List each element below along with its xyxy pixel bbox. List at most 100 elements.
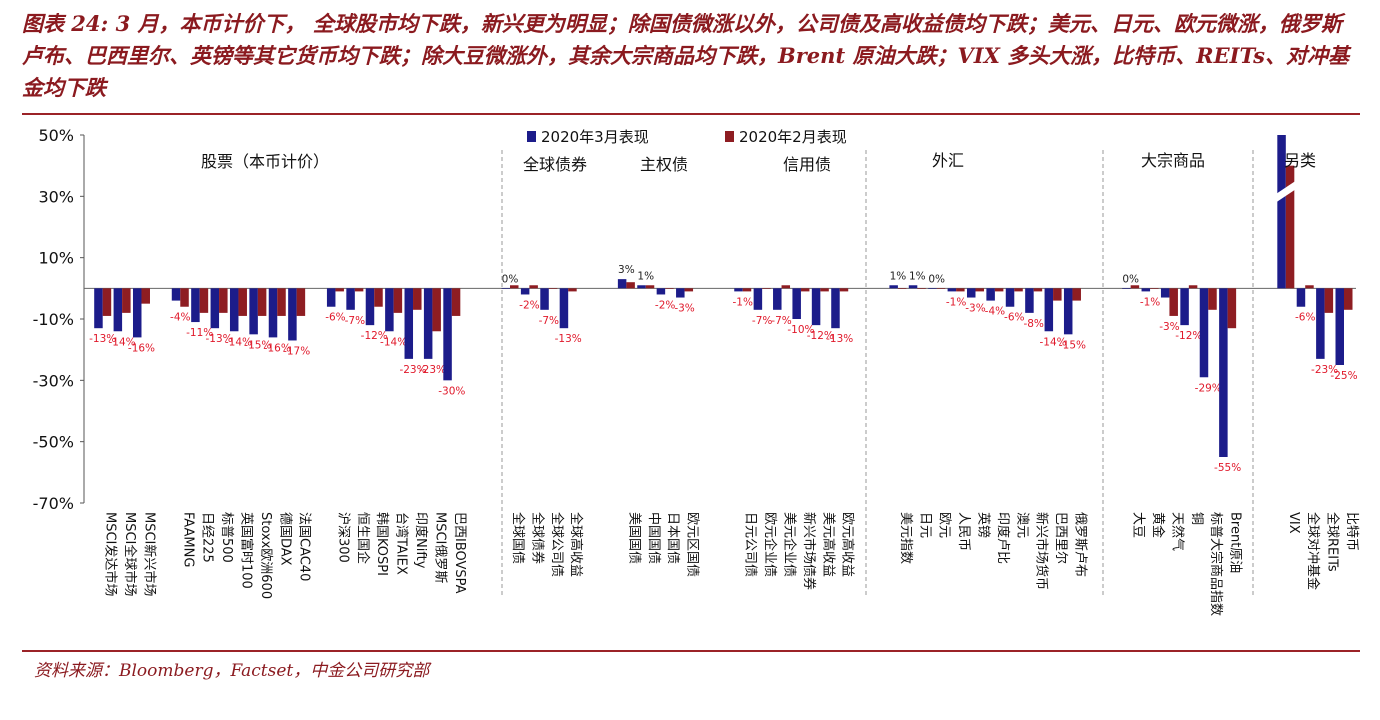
bar-march (288, 288, 297, 341)
data-label: -11% (186, 327, 213, 339)
data-label: -14% (1039, 336, 1066, 348)
bar-feb (568, 288, 577, 292)
bar-feb (1227, 288, 1237, 329)
category-label: 法国CAC40 (297, 512, 312, 581)
bar-feb (936, 288, 946, 289)
bar-feb (956, 288, 965, 292)
data-label: -7% (345, 315, 365, 327)
page-title: 图表 24: 3 月，本币计价下， 全球股市均下跌，新兴更为明显；除国债微涨以外… (22, 11, 1349, 100)
bar-march (1063, 288, 1073, 335)
category-label: 美元指数 (898, 512, 913, 564)
group-title: 股票（本币计价） (201, 152, 329, 171)
data-label: -1% (1140, 296, 1160, 308)
data-label: -23% (419, 364, 446, 376)
category-label: FAAMNG (180, 512, 195, 567)
data-label: -13% (555, 333, 582, 345)
category-label: 恒生国企 (355, 512, 371, 564)
category-label: 黄金 (1150, 512, 1166, 538)
bar-march (540, 288, 549, 310)
bar-march (676, 288, 685, 298)
bar-march (1296, 288, 1306, 307)
bar-march (326, 288, 336, 307)
group-title: 另类 (1284, 151, 1316, 170)
category-label: 铜 (1189, 512, 1204, 525)
data-label: -12% (1175, 330, 1202, 342)
data-label: -1% (733, 296, 753, 308)
bar-march (734, 288, 743, 292)
bar-feb (897, 288, 907, 289)
bar-feb (762, 288, 771, 289)
data-label: -25% (1330, 370, 1357, 382)
category-label: 沪深300 (335, 512, 351, 563)
bar-feb (684, 288, 694, 292)
data-label: -14% (380, 336, 407, 348)
group-title: 大宗商品 (1141, 151, 1205, 170)
bar-march (1141, 288, 1151, 292)
category-label: 标普500 (219, 512, 234, 563)
bar-feb (1150, 288, 1159, 289)
bar-march (1316, 288, 1325, 359)
group-title: 外汇 (932, 151, 964, 170)
category-label: 天然气 (1169, 512, 1185, 551)
bar-feb (451, 288, 461, 316)
bar-feb (800, 288, 810, 292)
group-title: 全球债券 (523, 155, 587, 174)
data-label: -13% (205, 333, 232, 345)
category-label: 台湾TAIEX (394, 512, 410, 575)
bar-feb (199, 288, 209, 313)
source-rule (22, 650, 1360, 652)
data-label: 3% (618, 264, 635, 276)
category-label: 美国国债 (626, 512, 641, 564)
bar-feb (1169, 288, 1178, 316)
bar-feb (781, 285, 791, 289)
category-label: 欧元企业债 (762, 512, 778, 577)
category-label: MSCI全球市场 (122, 512, 138, 596)
bar-march (171, 288, 181, 301)
bar-feb (180, 288, 189, 307)
bar-feb (1208, 288, 1217, 310)
title-rule (22, 113, 1360, 115)
category-label: 韩国KOSPI (374, 512, 389, 576)
data-label: -2% (519, 299, 539, 311)
category-label: 全球高收益 (568, 512, 584, 577)
bar-feb (277, 288, 286, 316)
data-label: -8% (1023, 318, 1043, 330)
data-label: -30% (438, 385, 465, 397)
data-label: -16% (128, 342, 155, 354)
bar-march (1160, 288, 1170, 298)
category-label: 日经225 (200, 512, 215, 563)
bar-feb (238, 288, 247, 316)
category-label: 德国DAX (277, 512, 292, 566)
y-tick-label: -50% (33, 433, 74, 452)
data-label: -3% (1159, 321, 1179, 333)
category-label: Brent原油 (1228, 512, 1243, 573)
bar-feb (1053, 288, 1062, 301)
bar-feb (122, 288, 131, 313)
bar-march (831, 288, 840, 329)
category-label: 英镑 (975, 512, 991, 538)
data-label: -17% (283, 345, 310, 357)
bar-march (1180, 288, 1189, 326)
bar-march (268, 288, 278, 338)
data-label: -4% (985, 306, 1005, 318)
bar-feb (296, 288, 306, 316)
category-label: 英国富时100 (238, 512, 254, 589)
bar-feb (645, 285, 655, 289)
category-label: 印度Nifty (413, 512, 429, 569)
data-label: -55% (1214, 462, 1241, 474)
category-label: 比特币 (1344, 512, 1359, 551)
data-label: -15% (244, 339, 271, 351)
y-tick-label: 30% (38, 187, 74, 206)
bar-feb (1188, 285, 1198, 289)
bar-feb (820, 288, 829, 292)
bar-feb (1130, 285, 1140, 289)
bar-march (966, 288, 976, 298)
legend-march-swatch (527, 131, 536, 142)
category-label: 美元高收益 (820, 512, 836, 577)
bar-march (501, 288, 510, 289)
data-label: -7% (752, 315, 772, 327)
data-label: -23% (399, 364, 426, 376)
bar-feb (917, 288, 926, 289)
bar-march (1219, 288, 1228, 457)
